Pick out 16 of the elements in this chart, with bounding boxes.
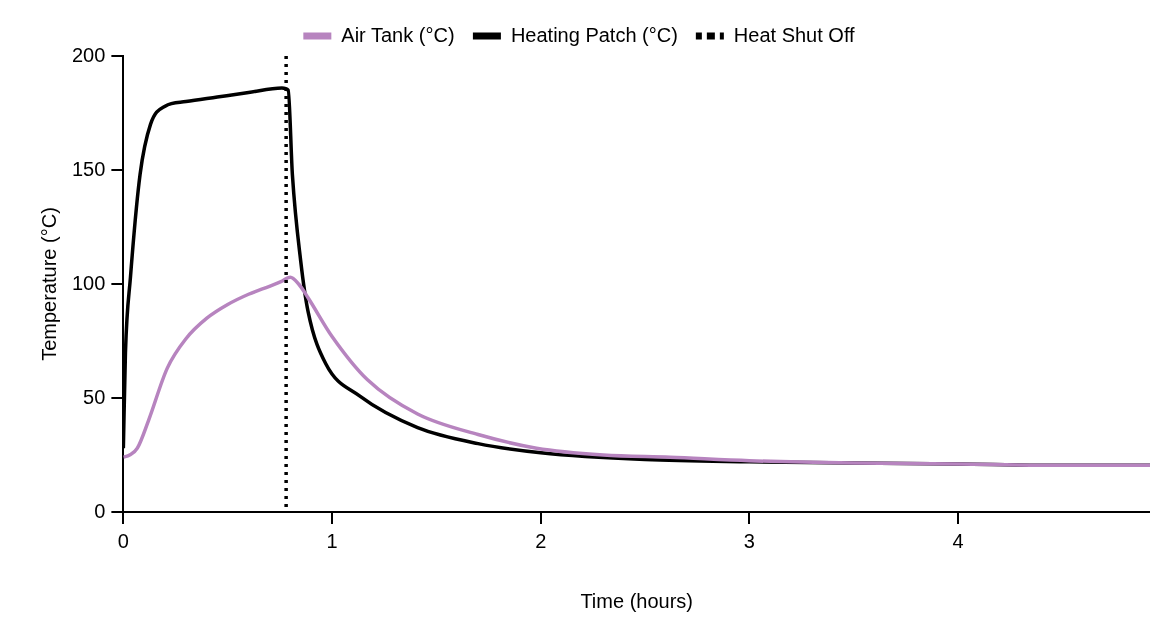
- x-tick-label: 1: [326, 529, 338, 552]
- legend-label: Heat Shut Off: [733, 23, 856, 46]
- y-tick-label: 0: [94, 499, 106, 522]
- legend-label: Heating Patch (°C): [510, 23, 678, 46]
- y-tick-label: 200: [71, 43, 106, 66]
- legend-label: Air Tank (°C): [341, 23, 455, 46]
- x-axis-title: Time (hours): [580, 589, 693, 612]
- x-tick-label: 0: [117, 529, 129, 552]
- x-tick-label: 4: [952, 529, 964, 552]
- y-axis-title: Temperature (°C): [37, 207, 60, 361]
- line-series: [123, 275, 1150, 468]
- y-tick-label: 150: [71, 157, 106, 180]
- y-tick-label: 100: [71, 271, 106, 294]
- y-tick-label: 50: [83, 385, 106, 408]
- x-tick-label: 2: [535, 529, 547, 552]
- x-tick-label: 3: [743, 529, 755, 552]
